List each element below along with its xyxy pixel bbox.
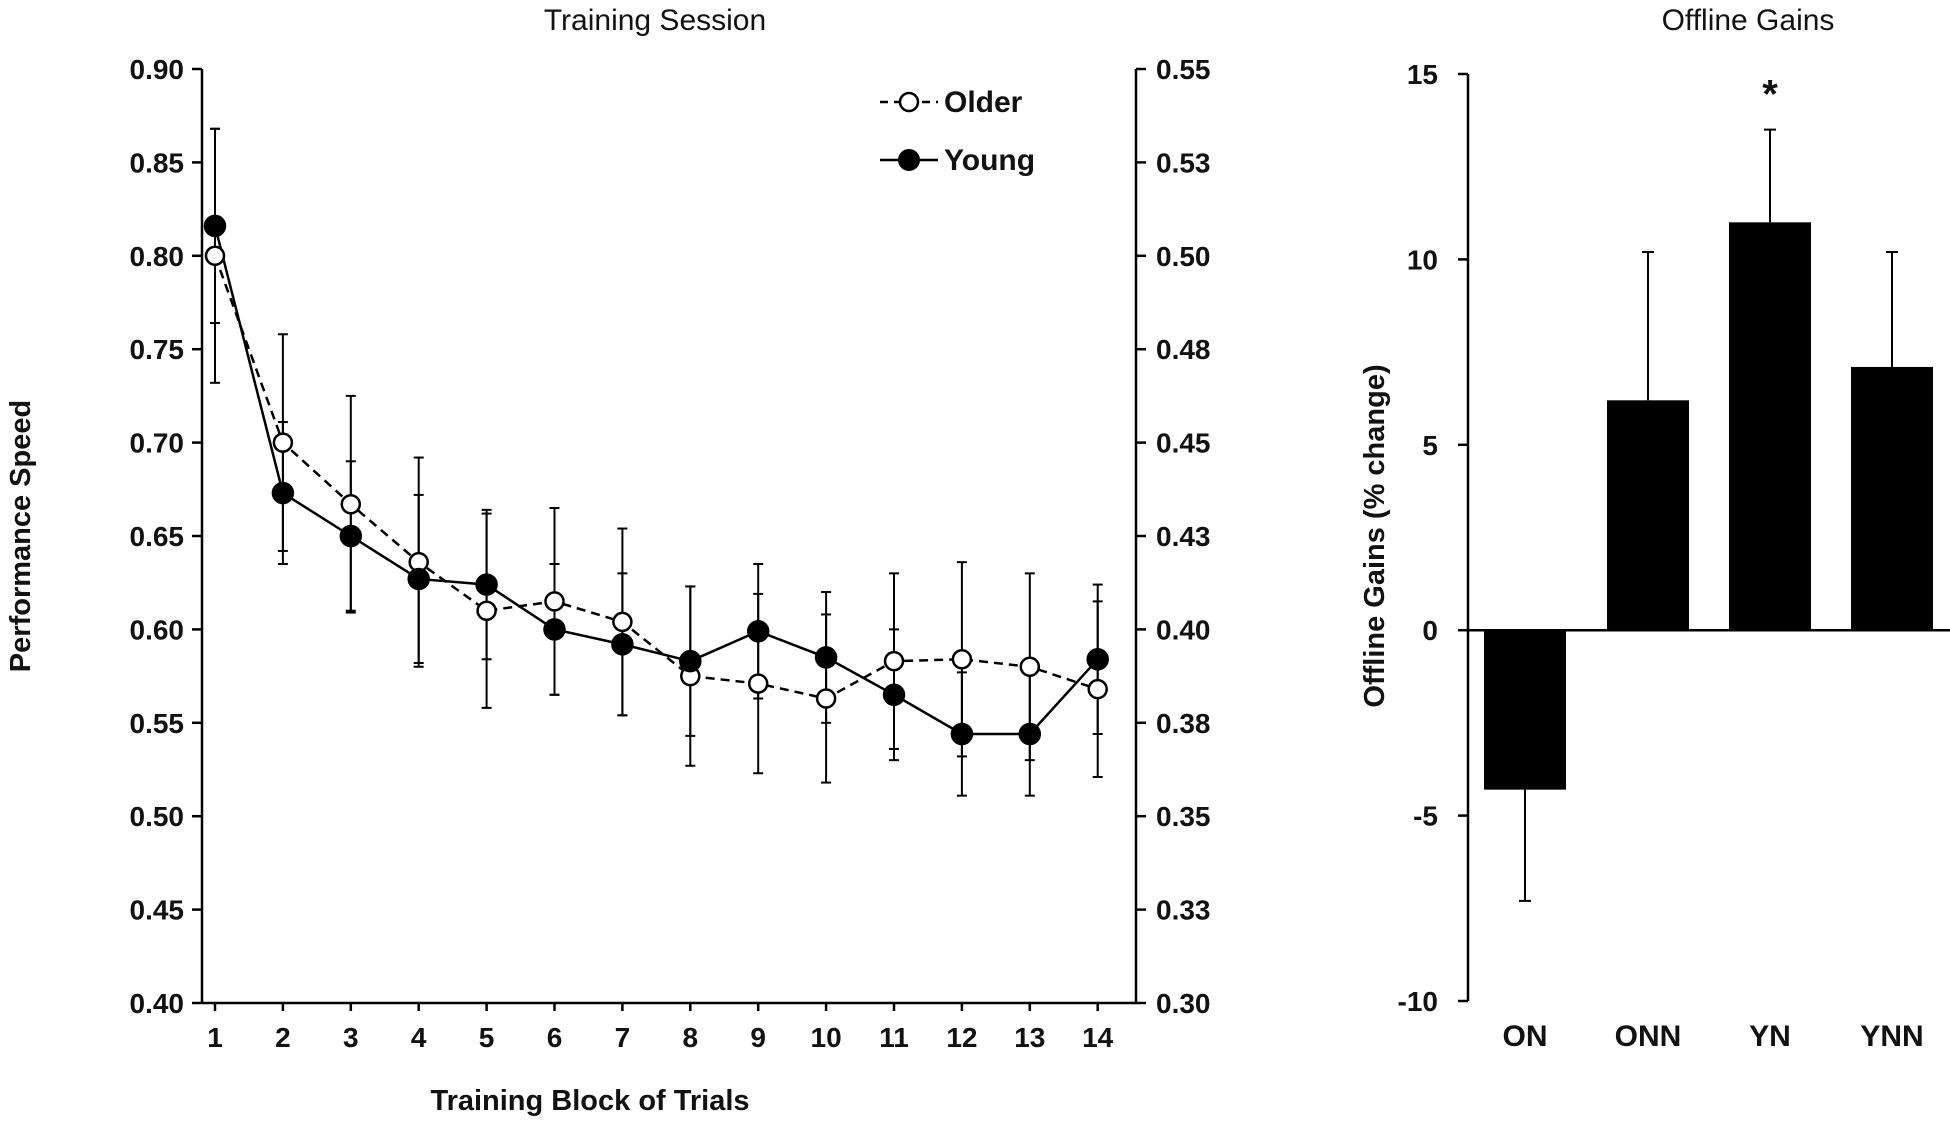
y2-tick-label: 0.35 [1156,801,1211,832]
x-tick-label: 8 [683,1022,699,1053]
young-point [882,683,906,707]
y2-tick-label: 0.38 [1156,708,1211,739]
x-tick-label: 11 [879,1022,909,1053]
x-tick-label: 10 [811,1022,842,1053]
older-point [476,600,497,621]
y-tick-label: 0.45 [130,895,185,926]
y2-tick-label: 0.53 [1156,147,1211,178]
bar-onn [1607,400,1689,631]
young-point [814,646,838,669]
y2-tick-label: 0.40 [1156,614,1211,645]
y-tick-label: 0.90 [130,54,185,85]
category-label-ynn: YNN [1860,1020,1923,1053]
training-y-axis-label: Performance Speed [5,400,37,672]
x-tick-label: 13 [1014,1022,1045,1053]
training-session-chart: Training Session Performance Speed Train… [5,4,1211,1117]
bar-yn [1729,222,1811,631]
y-tick-label: 0.85 [130,147,185,178]
y-tick-label: 0.40 [130,988,185,1019]
y-tick-label: 0.65 [130,521,185,552]
older-point [747,673,769,694]
legend-young-marker [898,149,920,171]
y2-tick-label: 0.48 [1156,334,1211,365]
young-point [271,481,295,505]
x-tick-label: 1 [207,1022,223,1053]
bar-on [1484,630,1566,790]
category-label-yn: YN [1749,1020,1791,1053]
legend-young-label: Young [944,144,1035,177]
y-tick-label: 0.80 [130,241,185,272]
offline-y-tick-label: -10 [1398,986,1438,1017]
training-ticks: 0.90 0.55 0.85 0.53 0.80 0.50 0.75 0.48 0.70 0.45… [130,54,1211,1053]
young-point [339,524,363,548]
older-series-line [213,255,1099,700]
offline-y-tick-label: -5 [1413,801,1438,832]
older-point [815,688,837,709]
offline-y-axis-label: Offline Gains (% change) [1359,364,1391,707]
training-series [203,127,1109,797]
bar-ynn [1851,366,1933,631]
offline-y-tick-label: 15 [1407,59,1438,90]
young-point [746,620,770,643]
offline-ticks: 15 10 5 0 -5 -10 [1398,59,1950,1017]
y-tick-label: 0.55 [130,708,185,739]
category-label-onn: ONN [1615,1020,1682,1053]
y2-tick-label: 0.43 [1156,521,1211,552]
y2-tick-label: 0.50 [1156,241,1211,272]
young-point [1086,648,1109,671]
training-legend: Older Young [880,86,1035,177]
offline-bars: ON ONN YN YNN * [1484,73,1933,1053]
offline-y-tick-label: 10 [1407,244,1438,275]
y2-tick-label: 0.45 [1156,428,1211,459]
older-point [340,493,362,515]
offline-y-tick-label: 0 [1422,615,1438,646]
older-point [951,649,973,670]
significance-marker: * [1762,73,1778,117]
x-tick-label: 9 [750,1022,766,1053]
legend-older-marker [898,91,920,113]
category-label-on: ON [1503,1020,1548,1053]
older-point [204,245,226,267]
older-point [272,432,294,453]
young-point [543,618,566,641]
x-tick-label: 5 [479,1022,495,1053]
training-chart-title: Training Session [544,4,766,37]
x-tick-label: 4 [411,1022,427,1053]
y2-tick-label: 0.30 [1156,988,1211,1019]
y2-tick-label: 0.33 [1156,895,1211,926]
older-point [544,591,565,612]
young-point [611,633,634,656]
y2-tick-label: 0.55 [1156,54,1211,85]
offline-y-tick-label: 5 [1422,430,1438,461]
x-tick-label: 14 [1082,1022,1114,1053]
training-x-axis-label: Training Block of Trials [430,1085,749,1117]
young-point [679,649,702,673]
x-tick-label: 7 [615,1022,631,1053]
young-point [407,567,430,591]
legend-older-label: Older [944,86,1023,119]
y-tick-label: 0.50 [130,801,185,832]
young-point [1018,722,1042,746]
x-tick-label: 3 [343,1022,359,1053]
older-point [1019,656,1041,678]
x-tick-label: 6 [547,1022,563,1053]
y-tick-label: 0.75 [130,334,185,365]
offline-gains-chart: Offline Gains Offline Gains (% change) 1… [1359,4,1950,1053]
y-tick-label: 0.70 [130,428,185,459]
older-point [1087,678,1108,700]
older-point [612,611,633,633]
young-point [475,573,498,596]
older-point [883,650,905,672]
offline-chart-title: Offline Gains [1662,4,1835,37]
y-tick-label: 0.60 [130,614,185,645]
young-series-line [213,225,1099,736]
young-point [203,214,227,238]
x-tick-label: 12 [946,1022,977,1053]
x-tick-label: 2 [275,1022,291,1053]
young-point [950,722,974,746]
